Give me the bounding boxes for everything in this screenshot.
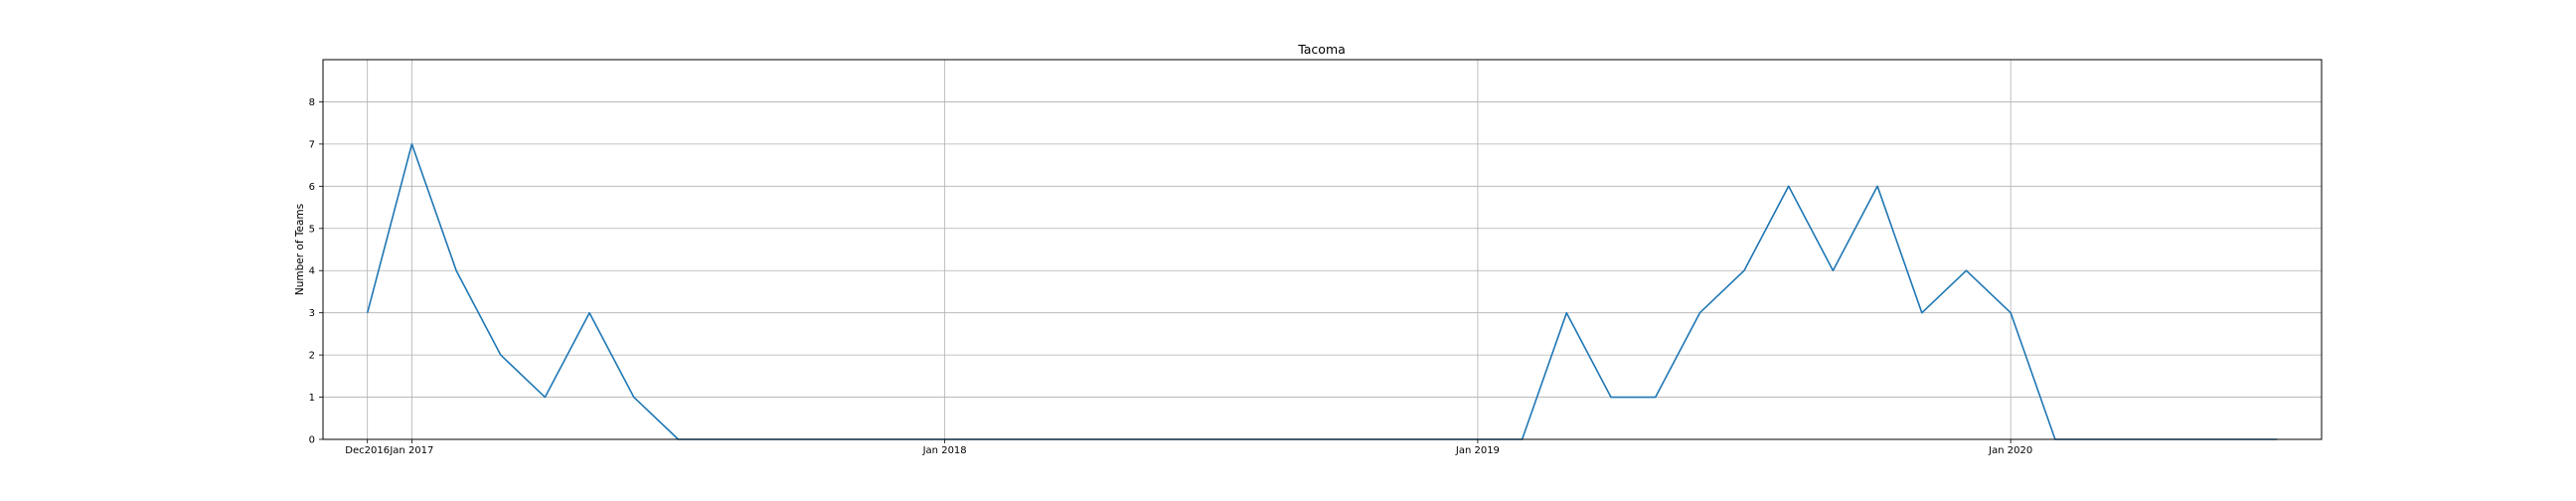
y-tick-label: 6 <box>309 182 315 193</box>
y-tick-label: 0 <box>309 435 315 446</box>
y-tick-label: 1 <box>309 393 315 404</box>
chart-title: Tacoma <box>1297 42 1346 57</box>
y-tick-label: 4 <box>309 266 315 277</box>
x-tick-label: Jan 2018 <box>922 445 967 456</box>
y-axis-label: Number of Teams <box>294 204 306 295</box>
x-tick-label: Jan 2020 <box>1988 445 2032 456</box>
y-tick-label: 5 <box>309 224 315 235</box>
grid-lines <box>323 60 2322 440</box>
y-tick-label: 8 <box>309 97 315 108</box>
y-tick-label: 7 <box>309 139 315 150</box>
x-tick-label: Jan 2017 <box>389 445 433 456</box>
y-tick-label: 3 <box>309 308 315 319</box>
x-tick-label: Jan 2019 <box>1455 445 1500 456</box>
plot-frame <box>322 59 2323 440</box>
y-tick-label: 2 <box>309 351 315 362</box>
x-axis-ticks: Dec2016 Jan 2017 Jan 2018 Jan 2019 Jan 2020 <box>345 439 2032 456</box>
y-axis-ticks: 0 1 2 3 4 5 6 7 8 <box>309 97 323 446</box>
x-tick-label: Dec2016 <box>345 445 390 456</box>
series-line <box>366 143 2278 440</box>
